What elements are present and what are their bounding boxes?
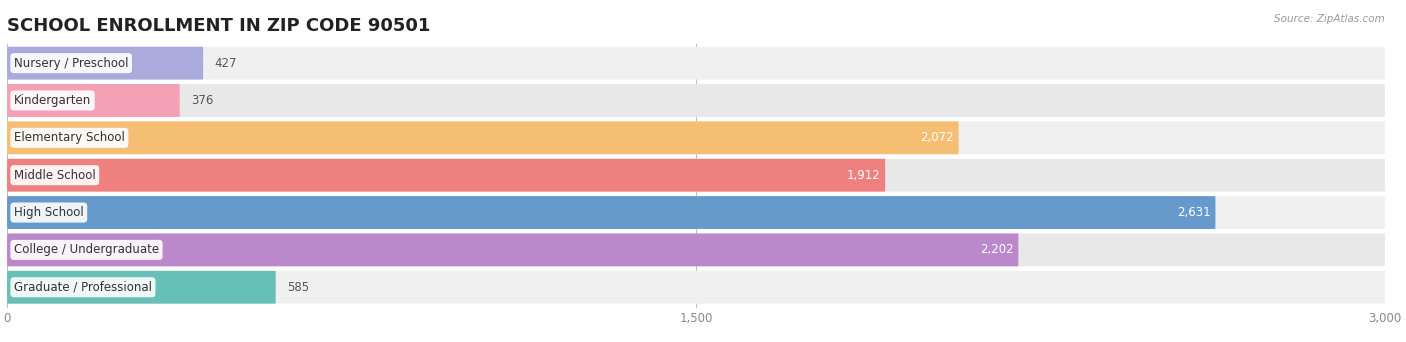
- Text: SCHOOL ENROLLMENT IN ZIP CODE 90501: SCHOOL ENROLLMENT IN ZIP CODE 90501: [7, 16, 430, 35]
- Text: 585: 585: [287, 281, 309, 294]
- FancyBboxPatch shape: [7, 234, 1385, 266]
- FancyBboxPatch shape: [7, 159, 1385, 192]
- Text: College / Undergraduate: College / Undergraduate: [14, 244, 159, 256]
- FancyBboxPatch shape: [7, 196, 1385, 229]
- Text: 2,631: 2,631: [1177, 206, 1211, 219]
- Text: Middle School: Middle School: [14, 169, 96, 182]
- Text: High School: High School: [14, 206, 84, 219]
- Text: Graduate / Professional: Graduate / Professional: [14, 281, 152, 294]
- Text: Nursery / Preschool: Nursery / Preschool: [14, 57, 128, 70]
- Text: 2,072: 2,072: [921, 131, 955, 144]
- FancyBboxPatch shape: [7, 234, 1018, 266]
- FancyBboxPatch shape: [7, 159, 886, 192]
- FancyBboxPatch shape: [7, 121, 1385, 154]
- FancyBboxPatch shape: [7, 47, 1385, 80]
- FancyBboxPatch shape: [7, 84, 1385, 117]
- Text: 376: 376: [191, 94, 214, 107]
- Text: Kindergarten: Kindergarten: [14, 94, 91, 107]
- Text: 2,202: 2,202: [980, 244, 1014, 256]
- FancyBboxPatch shape: [7, 84, 180, 117]
- FancyBboxPatch shape: [7, 47, 202, 80]
- FancyBboxPatch shape: [7, 271, 276, 304]
- Text: 427: 427: [215, 57, 238, 70]
- FancyBboxPatch shape: [7, 196, 1215, 229]
- Text: Source: ZipAtlas.com: Source: ZipAtlas.com: [1274, 14, 1385, 24]
- Text: 1,912: 1,912: [846, 169, 880, 182]
- Text: Elementary School: Elementary School: [14, 131, 125, 144]
- FancyBboxPatch shape: [7, 121, 959, 154]
- FancyBboxPatch shape: [7, 271, 1385, 304]
